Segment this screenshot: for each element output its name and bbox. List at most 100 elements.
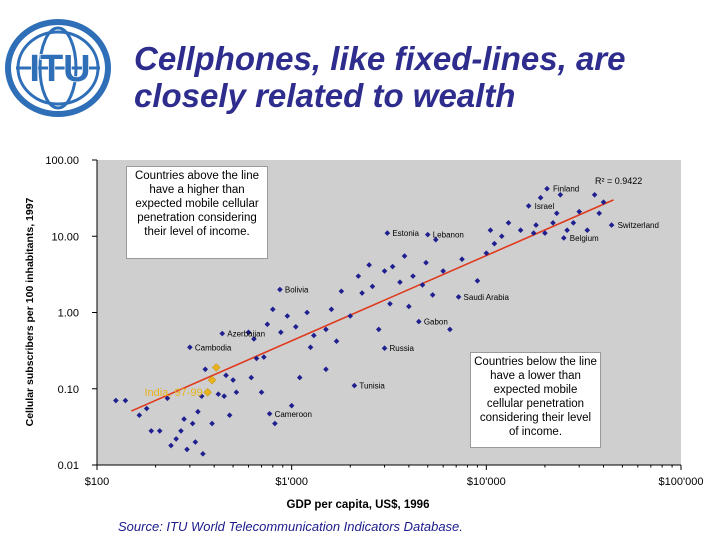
y-tick-label: 10.00 — [51, 231, 79, 243]
data-point — [278, 329, 284, 336]
data-point-finland — [544, 185, 550, 192]
x-tick-label: $10'000 — [467, 476, 506, 488]
data-point — [189, 420, 196, 427]
data-point — [168, 442, 174, 449]
india-label: India, 97-99 — [145, 387, 203, 399]
data-point — [564, 227, 570, 234]
data-point — [215, 391, 222, 397]
data-point-cameroon — [266, 410, 273, 417]
x-tick-label: $100'000 — [659, 476, 704, 488]
data-point-belgium — [560, 235, 567, 241]
data-point — [184, 446, 190, 453]
point-label: Gabon — [424, 318, 448, 327]
annotation-below-line: Countries below the line have a lower th… — [470, 352, 601, 448]
india-point — [203, 387, 212, 397]
data-point-gabon — [416, 318, 422, 325]
data-point — [359, 290, 365, 296]
data-point — [387, 301, 393, 307]
data-point — [576, 208, 583, 215]
data-point — [491, 240, 498, 247]
data-point — [245, 329, 252, 336]
data-point — [570, 220, 577, 226]
data-point — [195, 408, 201, 415]
data-point — [221, 393, 227, 399]
data-point — [584, 227, 591, 234]
data-point — [447, 326, 453, 333]
data-point-cambodia — [187, 344, 193, 351]
source-note: Source: ITU World Telecommunication Indi… — [118, 519, 463, 534]
data-point — [198, 393, 205, 399]
data-point-israel — [525, 203, 532, 209]
data-point — [143, 405, 150, 412]
y-tick-label: 0.01 — [58, 460, 79, 472]
point-label: Israel — [535, 202, 555, 211]
data-point — [498, 233, 505, 240]
india-point — [211, 363, 221, 372]
data-point — [550, 220, 556, 226]
point-label: Finland — [553, 185, 579, 194]
y-tick-label: 100.00 — [45, 155, 79, 167]
point-label: Bolivia — [285, 286, 309, 295]
point-label: Russia — [390, 344, 415, 353]
data-point — [517, 227, 524, 234]
data-point — [122, 397, 129, 404]
point-label: Switzerland — [618, 221, 659, 230]
data-point — [591, 191, 598, 198]
data-point — [173, 436, 179, 442]
data-point — [432, 236, 439, 243]
data-point — [423, 259, 429, 266]
data-point — [251, 336, 257, 342]
data-point — [233, 389, 240, 396]
data-point-estonia — [384, 230, 391, 236]
data-point-switzerland — [608, 222, 615, 228]
point-label: Lebanon — [433, 231, 464, 240]
data-point — [181, 416, 187, 422]
data-point — [148, 428, 155, 434]
data-point — [375, 326, 382, 333]
data-point-tunisia — [351, 382, 358, 389]
data-point — [389, 263, 396, 270]
data-point — [258, 389, 265, 396]
data-point — [459, 256, 465, 263]
data-point — [284, 313, 291, 319]
r-squared-label: R² = 0.9422 — [595, 176, 642, 186]
data-point — [272, 420, 278, 427]
data-point-russia — [381, 345, 388, 352]
x-tick-label: $1'000 — [275, 476, 308, 488]
data-point-lebanon — [424, 231, 431, 238]
data-point — [483, 250, 490, 256]
data-point — [264, 321, 271, 328]
data-point — [202, 366, 209, 373]
data-point — [487, 227, 494, 234]
data-point — [338, 288, 345, 295]
y-axis-label: Cellular subscribers per 100 inhabitants… — [24, 197, 36, 426]
data-point — [261, 354, 267, 360]
data-point — [537, 194, 544, 201]
data-point — [533, 222, 539, 228]
data-point — [164, 395, 171, 402]
slide-title: Cellphones, like fixed-lines, are closel… — [134, 40, 626, 114]
data-point — [323, 366, 329, 373]
data-point — [553, 210, 560, 217]
data-point — [505, 220, 512, 226]
data-point — [323, 326, 329, 333]
data-point — [156, 428, 163, 434]
data-point — [557, 191, 564, 198]
svg-text:ITU: ITU — [29, 48, 90, 90]
y-tick-label: 0.10 — [58, 384, 79, 396]
data-point — [440, 268, 446, 274]
data-point — [296, 374, 303, 381]
data-point — [223, 372, 229, 379]
data-point — [333, 338, 340, 345]
data-point — [369, 283, 376, 290]
data-point — [209, 420, 215, 427]
point-label: Azerbaijan — [227, 330, 265, 339]
data-point — [178, 428, 184, 434]
data-point — [248, 374, 255, 381]
data-point — [397, 279, 403, 285]
data-point — [596, 210, 602, 217]
data-point — [270, 306, 276, 313]
point-label: Cameroon — [275, 410, 312, 419]
data-point — [113, 397, 119, 404]
data-point — [381, 268, 388, 274]
